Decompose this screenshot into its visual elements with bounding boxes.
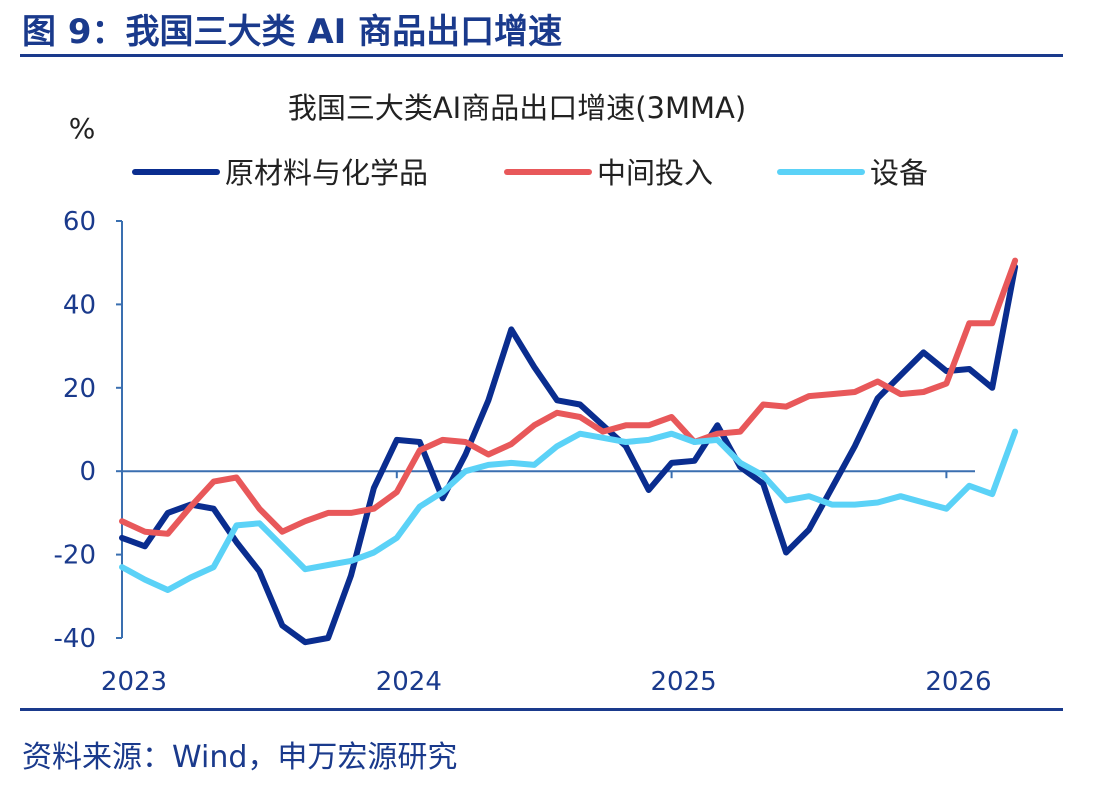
series-line-3 bbox=[119, 428, 1019, 593]
y-tick-label: 0 bbox=[79, 457, 96, 487]
y-tick-label: 60 bbox=[63, 207, 96, 237]
x-tick-label: 2024 bbox=[376, 667, 442, 697]
legend: 原材料与化学品 中间投入 设备 bbox=[132, 156, 928, 190]
x-tick-label: 2025 bbox=[651, 667, 717, 697]
legend-label-2: 中间投入 bbox=[597, 156, 713, 190]
title-rule bbox=[20, 54, 1063, 57]
line-chart: 我国三大类AI商品出口增速(3MMA) % 原材料与化学品 中间投入 设备 60 40… bbox=[54, 91, 1019, 697]
y-tick-label: -20 bbox=[54, 541, 96, 571]
y-tick-label: 20 bbox=[63, 374, 96, 404]
series-line-2 bbox=[119, 257, 1019, 537]
chart-title: 我国三大类AI商品出口增速(3MMA) bbox=[288, 91, 746, 125]
series-line-1 bbox=[119, 263, 1019, 646]
legend-label-1: 原材料与化学品 bbox=[225, 156, 428, 190]
y-unit-label: % bbox=[69, 112, 96, 145]
x-tick-label: 2023 bbox=[101, 667, 167, 697]
series-layer bbox=[119, 257, 1019, 646]
figure-title: 图 9：我国三大类 AI 商品出口增速 bbox=[22, 12, 563, 52]
legend-label-3: 设备 bbox=[870, 156, 928, 190]
footer-rule bbox=[20, 708, 1063, 711]
y-tick-label: 40 bbox=[63, 290, 96, 320]
x-tick-label: 2026 bbox=[925, 667, 991, 697]
y-tick-label: -40 bbox=[54, 624, 96, 654]
source-note: 资料来源：Wind，申万宏源研究 bbox=[22, 740, 458, 775]
